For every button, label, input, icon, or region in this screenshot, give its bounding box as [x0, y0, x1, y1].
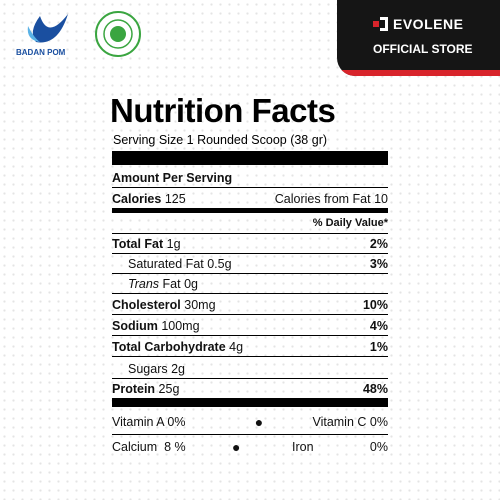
- nutrient-name: Cholesterol: [112, 297, 181, 312]
- nutrient-dv: 10%: [362, 297, 388, 312]
- nutrient-name: Sodium: [112, 318, 158, 333]
- dv-row: % Daily Value*: [112, 213, 388, 233]
- nutrient-row: Sodium 100mg 4%: [112, 314, 388, 336]
- calories: Calories 125: [112, 192, 186, 206]
- nutrient-name-italic: Trans: [128, 277, 160, 291]
- vitamin-value: 8 %: [164, 440, 186, 454]
- nutrient-row: Saturated Fat 0.5g 3%: [112, 253, 388, 274]
- nutrient-amount: 30mg: [184, 297, 216, 312]
- nutrient-amount: 0g: [184, 277, 198, 291]
- nutrient-amount: 100mg: [161, 318, 200, 333]
- nutrient-dv: 48%: [362, 382, 388, 396]
- brand: EVOLENE: [393, 16, 464, 32]
- brand-icon: [373, 17, 388, 31]
- calories-row: Calories 125 Calories from Fat 10: [112, 187, 388, 209]
- calories-fat-label: Calories from Fat: [274, 191, 371, 206]
- nutrient-row: Trans Fat 0g: [112, 273, 388, 294]
- nutrient-name: Fat: [162, 277, 181, 291]
- nutrient-amount: 2g: [171, 361, 185, 376]
- vitamin-value: 0%: [167, 415, 186, 429]
- nutrient-dv: 4%: [369, 318, 388, 333]
- vitamin-name: Vitamin A: [112, 415, 164, 429]
- nutrient-dv: 2%: [369, 237, 388, 251]
- store: OFFICIAL STORE: [373, 42, 473, 56]
- calories-label: Calories: [112, 191, 162, 206]
- nutrient-row: Sugars 2g: [112, 356, 388, 378]
- nutrient-dv: 3%: [369, 257, 388, 271]
- nutrient-amount: 4g: [229, 339, 244, 354]
- vitamin-row: Vitamin A 0% ● Vitamin C 0%: [112, 410, 388, 435]
- bullet: ●: [254, 414, 264, 430]
- nutrient-amount: 0.5g: [207, 257, 232, 271]
- vitamin-value: 0%: [369, 415, 388, 429]
- calories-value: 125: [164, 191, 186, 206]
- bullet: ●: [232, 439, 241, 455]
- nutrient-name: Total Fat: [112, 237, 164, 251]
- nutrient-row: Cholesterol 30mg 10%: [112, 293, 388, 315]
- bpom-text: BADAN POM: [16, 48, 66, 57]
- dv-header: % Daily Value*: [312, 217, 388, 229]
- nutrient-dv: 1%: [369, 339, 388, 354]
- amount-per-serving: Amount Per Serving: [112, 170, 233, 185]
- vitamin-row: Calcium 8 % ● Iron 0%: [112, 436, 388, 458]
- vitamin-name: Iron: [292, 440, 314, 454]
- medium-bar: [112, 208, 388, 213]
- vitamin-name: Calcium: [112, 440, 158, 454]
- thick-bar: [112, 151, 388, 165]
- nutrient-row: Protein 25g 48%: [112, 378, 388, 399]
- nutrient-amount: 25g: [158, 382, 180, 396]
- red-stripe: [337, 70, 500, 76]
- label-title: Nutrition Facts: [110, 92, 336, 129]
- vitamin-name: Vitamin C: [312, 415, 367, 429]
- nutrient-row: Total Fat 1g 2%: [112, 233, 388, 254]
- serving: Serving Size 1 Rounded Scoop (38 gr): [113, 133, 328, 147]
- amount-row: Amount Per Serving: [112, 168, 388, 187]
- calories-fat: Calories from Fat 10: [275, 192, 388, 206]
- halal-logo: [95, 11, 141, 57]
- vitamin-value: 0%: [369, 440, 388, 454]
- nutrient-name: Saturated Fat: [128, 257, 204, 271]
- calories-fat-value: 10: [374, 191, 388, 206]
- nutrient-name: Protein: [112, 382, 156, 396]
- nutrient-name: Total Carbohydrate: [112, 339, 226, 354]
- bpom-logo: [27, 14, 68, 43]
- nutrient-row: Total Carbohydrate 4g 1%: [112, 335, 388, 357]
- nutrient-amount: 1g: [166, 237, 181, 251]
- store-badge: EVOLENE OFFICIAL STORE: [337, 0, 500, 76]
- nutrient-name: Sugars: [128, 361, 168, 376]
- thick-bar: [112, 398, 388, 407]
